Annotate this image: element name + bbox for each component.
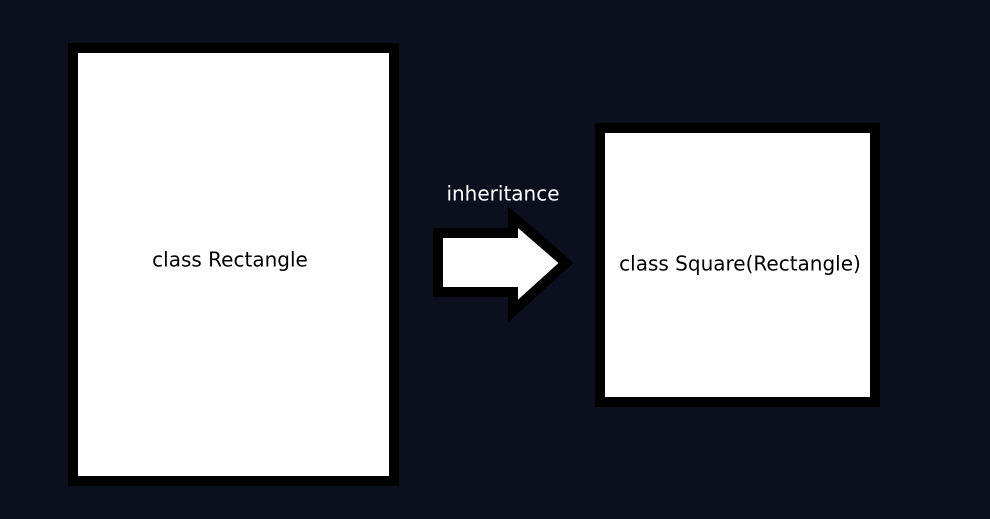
square-class-box-shape — [595, 123, 880, 407]
rectangle-class-label: class Rectangle — [152, 248, 308, 272]
inheritance-connector: inheritance — [433, 182, 574, 323]
inheritance-label: inheritance — [446, 182, 559, 206]
square-class-label: class Square(Rectangle) — [619, 252, 861, 276]
block-arrow-right-icon — [433, 206, 574, 323]
rectangle-class-box[interactable]: class Rectangle — [68, 43, 399, 486]
square-class-box[interactable]: class Square(Rectangle) — [595, 123, 880, 407]
rectangle-class-box-shape — [68, 43, 399, 486]
